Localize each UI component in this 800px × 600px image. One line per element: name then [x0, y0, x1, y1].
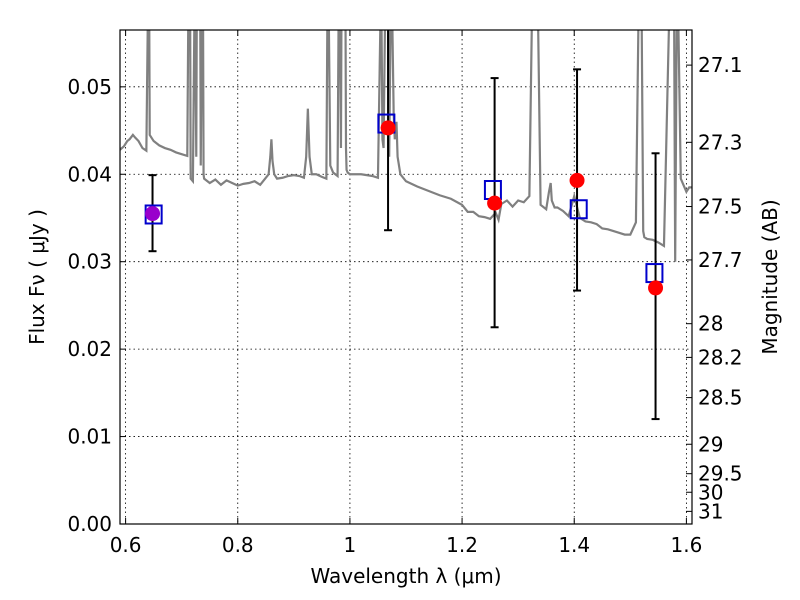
- y-axis-label: Flux Fν ( μJy ): [25, 209, 49, 345]
- y-tick-label: 0.02: [67, 337, 112, 361]
- observed-point: [648, 280, 664, 296]
- x-tick-label: 0.8: [222, 533, 254, 557]
- x-tick-label: 1.4: [558, 533, 590, 557]
- x-tick-label: 0.6: [110, 533, 142, 557]
- y-tick-label: 0.00: [67, 512, 112, 536]
- y2-tick-label: 28.2: [698, 345, 743, 369]
- y2-tick-label: 29: [698, 432, 723, 456]
- y-tick-label: 0.03: [67, 250, 112, 274]
- y2-tick-label: 28.5: [698, 386, 743, 410]
- y-axis-left: 0.00 0.01 0.02 0.03 0.04 0.05: [67, 75, 126, 536]
- y2-tick-label: 27.5: [698, 195, 743, 219]
- x-tick-label: 1.6: [670, 533, 702, 557]
- y2-tick-label: 29.5: [698, 462, 743, 486]
- y2-tick-label: 31: [698, 499, 723, 523]
- spectrum-line: [120, 30, 692, 262]
- plot-frame: [119, 29, 693, 525]
- observed-point: [569, 172, 585, 188]
- y2-tick-label: 28: [698, 312, 723, 336]
- model-point: [645, 263, 664, 284]
- y-tick-label: 0.04: [67, 162, 112, 186]
- x-tick-label: 1: [344, 533, 357, 557]
- y2-tick-label: 27.7: [698, 248, 743, 272]
- x-axis: 0.6 0.8 1 1.2 1.4 1.6: [110, 30, 702, 557]
- model-point: [569, 199, 588, 220]
- y2-axis-label: Magnitude (AB): [758, 199, 782, 354]
- observed-points: [145, 120, 664, 296]
- error-bars: [148, 30, 660, 421]
- observed-point: [487, 195, 503, 211]
- model-points: [144, 113, 664, 284]
- observed-point: [380, 120, 396, 136]
- observed-point: [145, 206, 161, 222]
- y2-tick-label: 30: [698, 480, 723, 504]
- x-axis-label: Wavelength λ (μm): [310, 564, 501, 588]
- y2-tick-label: 27.3: [698, 130, 743, 154]
- x-tick-label: 1.2: [446, 533, 478, 557]
- y-tick-label: 0.05: [67, 75, 112, 99]
- plot-area: [120, 30, 692, 421]
- y-tick-label: 0.01: [67, 425, 112, 449]
- y2-tick-label: 27.1: [698, 53, 743, 77]
- grid: [120, 30, 692, 525]
